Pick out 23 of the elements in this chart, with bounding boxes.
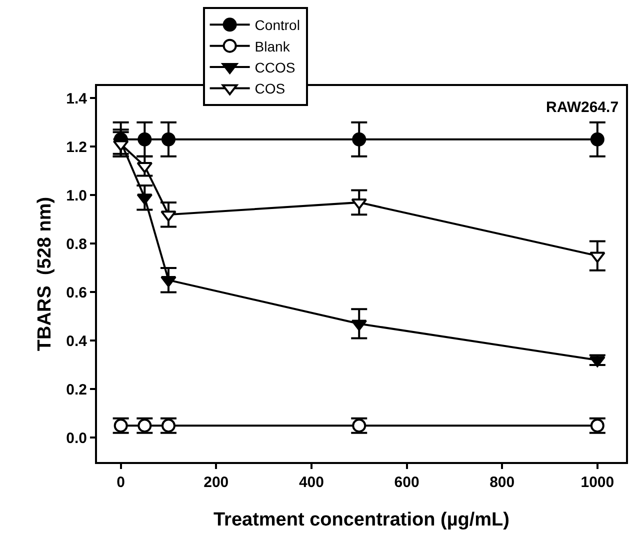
x-tick-label: 200: [204, 474, 229, 491]
x-tick-label: 400: [298, 474, 324, 491]
y-tick-label: 0.4: [66, 332, 88, 350]
x-tick-label: 1000: [580, 474, 614, 491]
x-tick-label: 800: [490, 474, 515, 491]
x-axis-title: Treatment concentration (µg/mL): [214, 509, 510, 530]
y-tick-label: 1.2: [66, 138, 87, 156]
point: [160, 210, 176, 222]
y-tick-label: 1.4: [66, 90, 88, 108]
y-tick-label: 0.8: [66, 236, 87, 253]
legend-label: CCOS: [254, 60, 296, 76]
y-tick-label: 1.0: [66, 187, 87, 204]
y-axis-title: TBARS (528 nm): [34, 196, 56, 352]
y-tick-label: 0.0: [66, 430, 87, 447]
y-tick-label: 0.6: [66, 284, 87, 302]
annotation: RAW264.7: [546, 99, 619, 116]
legend-label: Blank: [254, 38, 291, 54]
y-tick-label: 0.2: [66, 381, 87, 398]
x-tick-label: 600: [394, 474, 420, 491]
x-tick-label: 0: [116, 474, 125, 491]
legend-label: Control: [254, 17, 300, 34]
legend-label: COS: [254, 80, 286, 97]
point: [160, 276, 176, 288]
